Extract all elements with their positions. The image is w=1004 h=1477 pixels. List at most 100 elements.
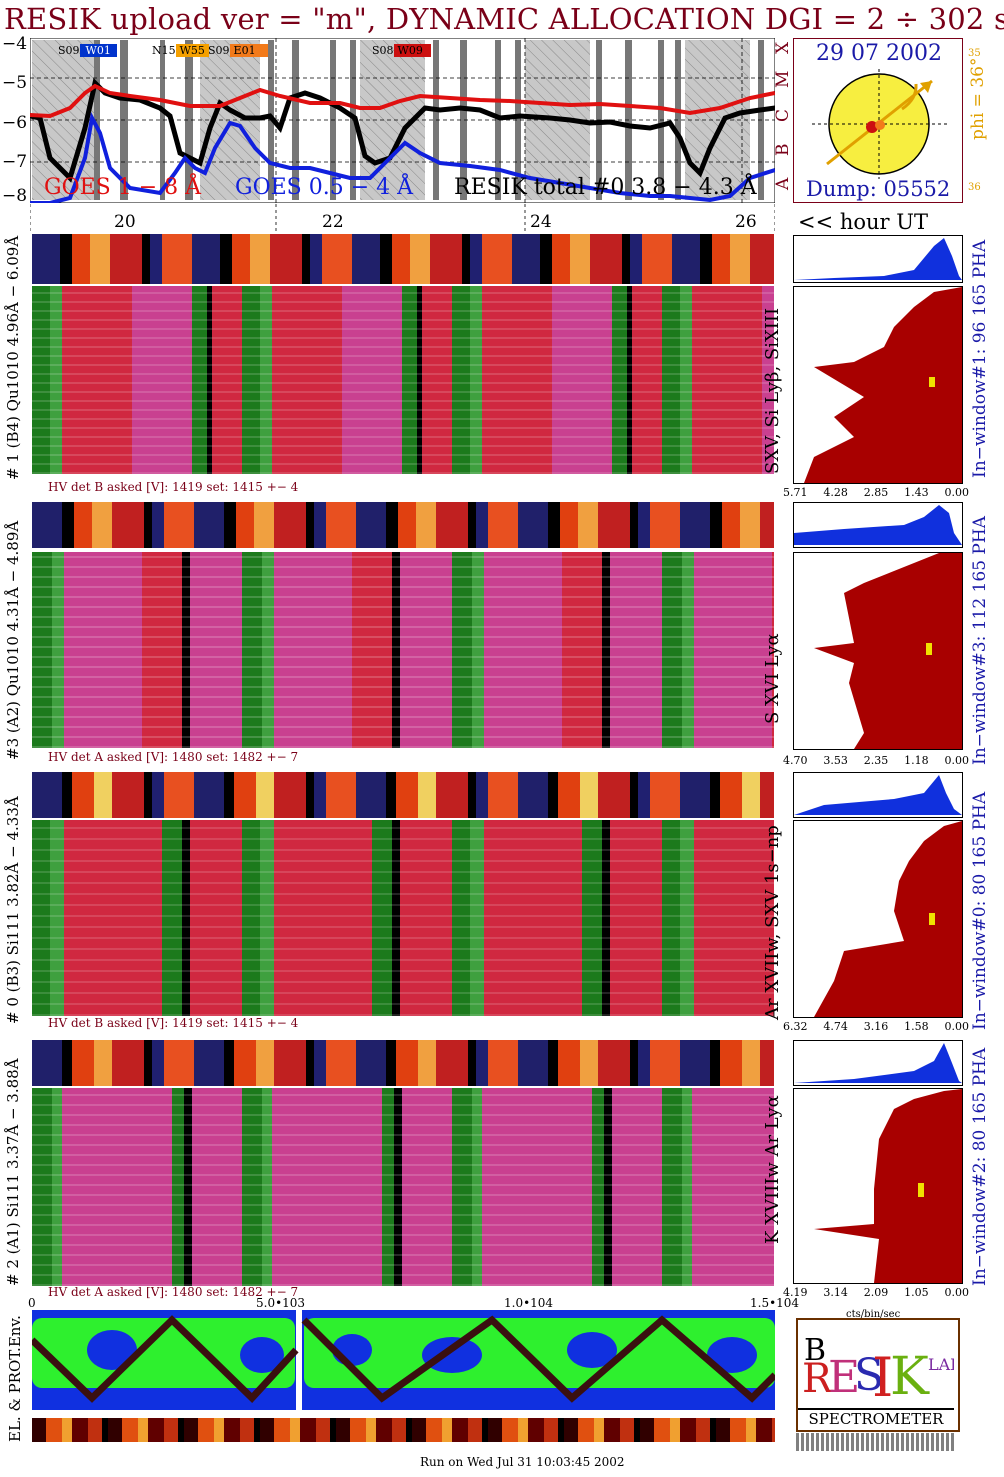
pha-small-plot (793, 235, 963, 283)
dump-number: Dump: 05552 (806, 177, 951, 201)
svg-text:R: R (802, 1356, 834, 1402)
xtick: 1.05 (904, 1286, 929, 1299)
hv-readout: HV det A asked [V]: 1480 set: 1482 +− 7 (48, 750, 299, 764)
sun-disk (812, 69, 947, 179)
pha-label: In−window#1: 96 165 PHA (970, 239, 990, 478)
pha-small-plot (793, 1040, 963, 1086)
spectrum-plot (793, 552, 963, 750)
goes-lightcurve-plot (30, 38, 775, 203)
bottom-axis: 0 5.0•103 1.0•104 1.5•104 (28, 1296, 800, 1310)
spectrogram-main (32, 552, 774, 748)
xtick: 0.00 (944, 486, 970, 499)
xtick: 2.35 (863, 754, 889, 767)
xtick: 3.53 (823, 754, 848, 767)
xtick: 4.70 (783, 754, 808, 767)
env-color-strip (32, 1418, 775, 1442)
svg-text:S: S (854, 1350, 884, 1401)
svg-text:E: E (828, 1352, 860, 1402)
env-label: EL. & PROT.Env. (6, 1315, 24, 1442)
hv-readout: HV det A asked [V]: 1480 set: 1482 +− 7 (48, 1285, 299, 1299)
resik-logo: B R E S I K LAR SPECTROMETER (796, 1318, 960, 1432)
spectrum-xticks: 6.32 4.74 3.16 1.58 0.00 (783, 1020, 969, 1033)
goes-ytick: −4 (2, 34, 28, 54)
pha-label: In−window#2: 80 165 PHA (970, 1047, 990, 1286)
svg-text:K: K (890, 1347, 930, 1402)
pha-label: In−window#3: 112 165 PHA (970, 516, 990, 765)
logo-caption: SPECTROMETER (798, 1408, 954, 1428)
spectrum-plot (793, 820, 963, 1018)
xtick: 4.74 (823, 1020, 848, 1033)
spectrogram-main (32, 820, 774, 1016)
flare-tag-2: N15 W55 (152, 44, 209, 57)
legend-goes-1-8: GOES 1 − 8 Å (44, 175, 202, 200)
observation-date: 29 07 2002 (816, 41, 942, 66)
flare-tag-1: S09 W01 (58, 44, 117, 57)
xtick: 2.09 (863, 1286, 889, 1299)
xtick: 3.16 (863, 1020, 889, 1033)
xtick: 0.00 (944, 754, 970, 767)
pha-small-plot (793, 772, 963, 818)
phi-label: phi = 36° (968, 57, 988, 140)
xtick: 0.00 (944, 1286, 970, 1299)
xtick: 4.28 (823, 486, 848, 499)
spectrogram-top-strip (32, 772, 774, 818)
channel-label: #3 (A2) Qu1010 4.31Å − 4.89Å (4, 520, 22, 760)
xtick: 1.58 (904, 1020, 929, 1033)
axis-tick: 0 (28, 1296, 36, 1310)
goes-ytick: −5 (2, 73, 28, 93)
line-id-label: S XVI Lyα (762, 633, 783, 724)
logo-fineprint (796, 1433, 956, 1451)
axis-tick: 1.5•104 (750, 1296, 800, 1310)
spectrum-xticks: 4.19 3.14 2.09 1.05 0.00 (783, 1286, 969, 1299)
logo-letters: B R E S I K LAR (802, 1333, 954, 1402)
hour-tick: 22 (322, 212, 344, 232)
goes-ytick: −7 (2, 152, 28, 172)
legend-goes-05-4: GOES 0.5 − 4 Å (235, 175, 414, 200)
spectrogram-main (32, 1088, 774, 1286)
axis-tick: 1.0•104 (504, 1296, 554, 1310)
channel-block-1: # 1 (B4) Qu1010 4.96Å − 6.09Å HV det B a… (0, 232, 1004, 500)
spectrum-plot (793, 1088, 963, 1284)
axis-tick: 5.0•103 (256, 1296, 306, 1310)
legend-resik-total: RESIK total #0 3.8 − 4.3 Å (454, 175, 757, 200)
run-timestamp: Run on Wed Jul 31 10:03:45 2002 (420, 1455, 625, 1469)
hv-readout: HV det B asked [V]: 1419 set: 1415 +− 4 (48, 480, 299, 494)
flare-tag-4: S08 W09 (372, 44, 431, 57)
channel-block-3: # 0 (B3) Si111 3.82Å − 4.33Å HV det B as… (0, 768, 1004, 1036)
spectrogram-top-strip (32, 1040, 774, 1086)
sun-panel: 29 07 2002 Dump: 05552 (793, 38, 963, 203)
channel-label: # 0 (B3) Si111 3.82Å − 4.33Å (4, 796, 22, 1024)
xtick: 4.19 (783, 1286, 808, 1299)
phi-top: 35 (968, 48, 981, 59)
channel-label: # 2 (A1) Si111 3.37Å − 3.88Å (4, 1058, 22, 1286)
line-id-label: SXV, Si Lyβ, SiXIII (762, 307, 783, 474)
hour-tick: 24 (530, 212, 552, 232)
goes-lightcurve-panel: S09 W01 N15 W55 S09 E01 S08 W09 GOES 1 − 8 Å… (30, 38, 775, 203)
goes-class-letters: X M C B A (773, 30, 793, 200)
xtick: 1.43 (904, 486, 929, 499)
hour-tick: 20 (114, 212, 136, 232)
hour-axis (30, 204, 775, 234)
xtick: 5.71 (783, 486, 808, 499)
svg-text:LAR: LAR (928, 1355, 954, 1374)
phi-bottom: 36 (968, 182, 981, 193)
xtick: 1.18 (904, 754, 929, 767)
channel-block-4: # 2 (A1) Si111 3.37Å − 3.88Å HV det A as… (0, 1036, 1004, 1299)
pha-label: In−window#0: 80 165 PHA (970, 791, 990, 1030)
cts-unit-label: cts/bin/sec (846, 1309, 901, 1320)
particle-environment-plot (32, 1310, 775, 1410)
hour-tick: 26 (735, 212, 757, 232)
spectrum-plot (793, 286, 963, 484)
hv-readout: HV det B asked [V]: 1419 set: 1415 +− 4 (48, 1016, 299, 1030)
spectrogram-top-strip (32, 502, 774, 548)
line-id-label: Ar XVIIw, SXV 1s−np (762, 825, 783, 1020)
goes-ytick: −6 (2, 113, 28, 133)
xtick: 2.85 (863, 486, 889, 499)
pha-small-plot (793, 502, 963, 548)
channel-block-2: #3 (A2) Qu1010 4.31Å − 4.89Å HV det A as… (0, 500, 1004, 768)
spectrum-xticks: 4.70 3.53 2.35 1.18 0.00 (783, 754, 969, 767)
page-title: RESIK upload ver = "m", DYNAMIC ALLOCATI… (4, 2, 1004, 36)
spectrum-xticks: 5.71 4.28 2.85 1.43 0.00 (783, 486, 969, 499)
spectrogram-top-strip (32, 234, 774, 284)
xtick: 3.14 (823, 1286, 848, 1299)
